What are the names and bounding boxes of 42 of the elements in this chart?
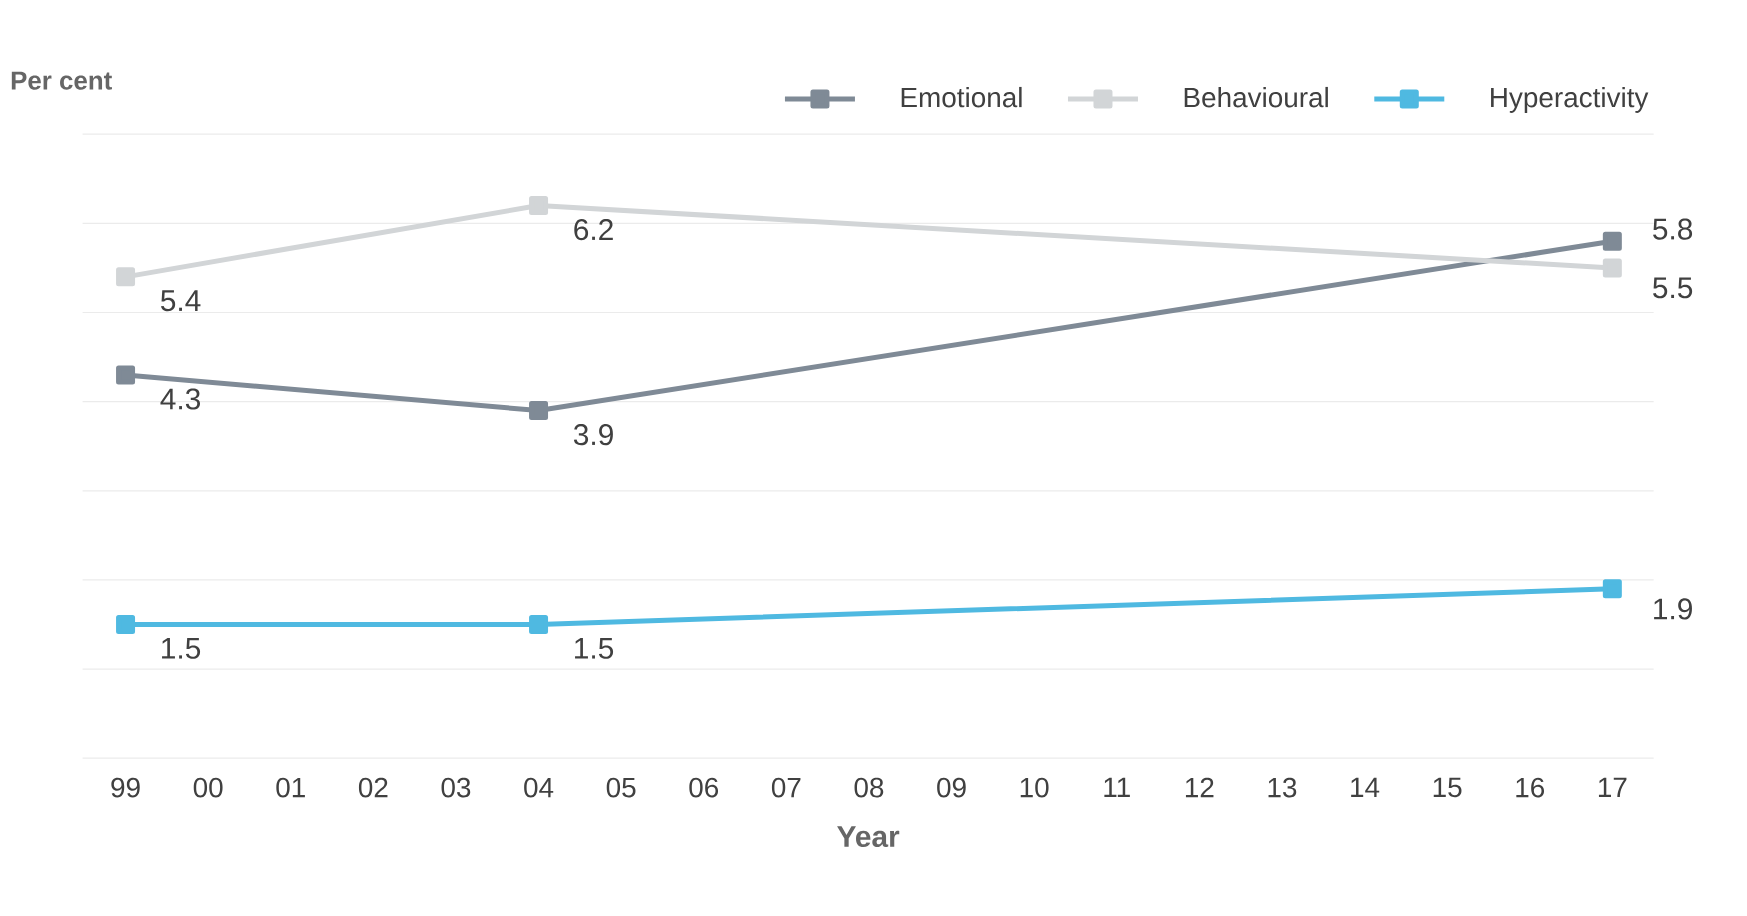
x-tick-label: 07 — [771, 777, 801, 798]
data-label: 5.4 — [160, 290, 201, 312]
legend-label: Behavioural — [1184, 86, 1328, 108]
x-tick-label: 14 — [1351, 777, 1380, 797]
x-tick-label: 15 — [1433, 777, 1462, 798]
x-axis-title: Year — [837, 826, 900, 848]
legend-label: Hyperactivity — [1491, 86, 1649, 113]
data-label: 4.3 — [160, 388, 201, 410]
x-tick-label: 09 — [937, 777, 966, 798]
x-tick-label: 11 — [1104, 777, 1130, 797]
x-tick-label: 99 — [111, 777, 140, 798]
point — [116, 365, 136, 385]
data-label: 5.5 — [1653, 277, 1693, 299]
x-tick-label: 01 — [276, 777, 305, 798]
data-label: 1.5 — [162, 638, 201, 659]
data-label: 5.8 — [1653, 218, 1693, 240]
point — [116, 615, 136, 634]
point — [1602, 579, 1622, 599]
data-label: 1.5 — [575, 638, 614, 659]
data-label: 3.9 — [573, 424, 613, 446]
y-axis-title: Per cent — [11, 71, 112, 90]
point — [529, 615, 549, 634]
point — [1602, 231, 1622, 251]
x-tick-label: 00 — [193, 777, 223, 798]
x-tick-label: 17 — [1598, 777, 1627, 797]
legend-label: Emotional — [901, 86, 1022, 108]
x-tick-label: 12 — [1185, 777, 1214, 798]
x-tick-label: 06 — [689, 777, 719, 798]
x-tick-label: 10 — [1020, 777, 1049, 798]
data-label: 6.2 — [574, 219, 613, 241]
x-tick-label: 08 — [854, 777, 884, 798]
x-tick-label: 03 — [441, 777, 471, 798]
x-tick-label: 05 — [606, 777, 636, 798]
x-tick-label: 16 — [1516, 777, 1545, 798]
x-tick-label: 13 — [1268, 777, 1297, 798]
point — [529, 196, 549, 216]
point — [116, 267, 136, 287]
point — [529, 401, 549, 421]
x-tick-label: 04 — [524, 777, 554, 798]
x-tick-label: 02 — [358, 777, 388, 798]
point — [1602, 258, 1622, 278]
data-label: 1.9 — [1654, 598, 1692, 620]
